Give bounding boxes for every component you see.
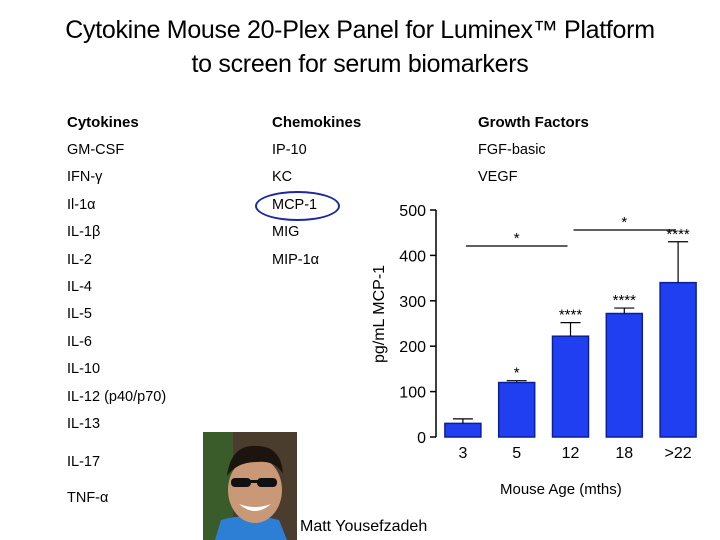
cytokine-item: GM-CSF (67, 142, 125, 158)
slide-title-line-1: Cytokine Mouse 20-Plex Panel for Luminex… (65, 16, 655, 44)
header-chemokines: Chemokines (272, 114, 362, 131)
significance-label: **** (666, 226, 690, 243)
cytokine-item: IL-10 (67, 361, 101, 377)
bracket-label: * (514, 230, 520, 247)
significance-label: **** (559, 307, 583, 324)
bar (605, 312, 644, 438)
cytokine-item: TNF-α (67, 490, 109, 506)
chemokine-item: MIG (272, 224, 300, 240)
bar (444, 422, 482, 438)
bar (551, 335, 590, 438)
growth-factor-item: VEGF (478, 169, 518, 185)
cytokine-item: IL-5 (67, 306, 92, 322)
y-tick-label: 100 (399, 385, 426, 402)
y-tick-label: 500 (399, 203, 426, 220)
growth-factor-item: FGF-basic (478, 142, 546, 158)
bar (497, 381, 536, 438)
x-axis-label: Mouse Age (mths) (500, 481, 622, 498)
chemokine-item: IP-10 (272, 142, 307, 158)
header-cytokines: Cytokines (67, 114, 139, 131)
y-tick-label: 300 (399, 294, 426, 311)
cytokine-item: IL-2 (67, 252, 92, 268)
cytokine-item: IL-13 (67, 416, 101, 432)
cytokine-item: IL-4 (67, 279, 92, 295)
y-tick-label: 200 (399, 339, 426, 356)
header-growth-factors: Growth Factors (478, 114, 589, 131)
y-axis-label: pg/mL MCP-1 (371, 265, 388, 363)
bracket-label: * (621, 214, 627, 231)
cytokine-item: IFN-γ (67, 169, 103, 185)
x-tick-label: >22 (665, 445, 692, 462)
cytokine-item: Il-1α (67, 197, 96, 213)
x-tick-label: 18 (615, 445, 633, 462)
slide-title-line-2: to screen for serum biomarkers (191, 50, 529, 78)
x-tick-label: 3 (458, 445, 467, 462)
y-tick-label: 400 (399, 248, 426, 265)
chemokine-item: MIP-1α (272, 252, 320, 268)
highlight-circle (255, 191, 340, 221)
mcp1-bar-chart: pg/mL MCP-1 01002003004005003*5****12***… (371, 203, 697, 462)
x-tick-label: 5 (512, 445, 521, 462)
significance-label: **** (613, 292, 637, 309)
bar (659, 281, 697, 438)
presenter-photo (203, 432, 297, 540)
chemokine-item: KC (272, 169, 293, 185)
cytokine-item: IL-1β (67, 224, 101, 240)
x-tick-label: 12 (562, 445, 580, 462)
cytokine-item: IL-6 (67, 334, 92, 350)
significance-label: * (514, 365, 520, 382)
presenter-name: Matt Yousefzadeh (300, 518, 428, 535)
cytokine-item: IL-12 (p40/p70) (67, 389, 167, 405)
cytokine-item: IL-17 (67, 454, 101, 470)
y-tick-label: 0 (417, 430, 426, 447)
